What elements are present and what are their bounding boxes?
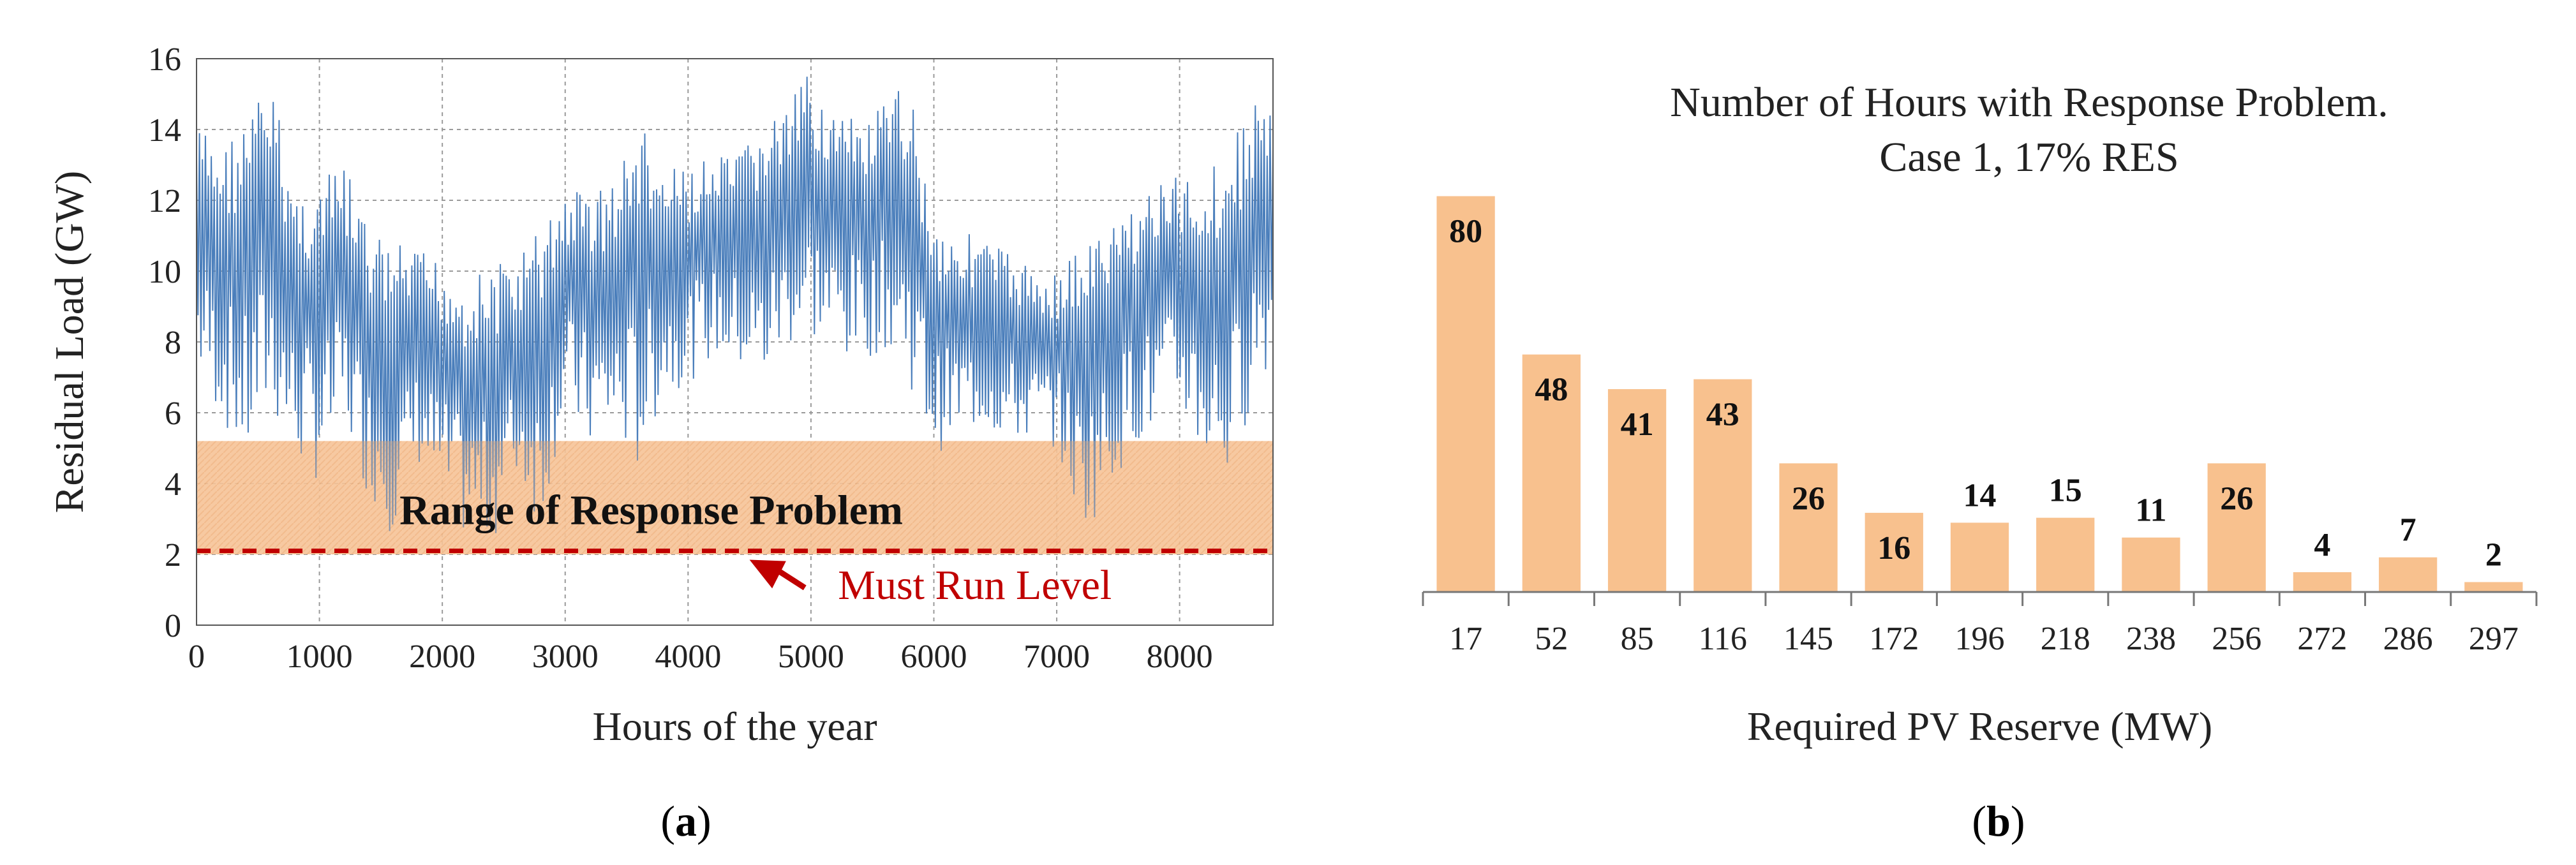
x-tick-label: 116 <box>1699 621 1747 657</box>
x-tick-label: 286 <box>2383 621 2433 657</box>
y-tick-label: 6 <box>165 396 181 432</box>
bar <box>2122 537 2180 592</box>
bar-data-label: 15 <box>2049 473 2082 509</box>
panel-a-plot-frame <box>196 58 1274 626</box>
x-tick-label: 4000 <box>655 639 721 675</box>
panel-b-hours-bar-chart: Number of Hours with Response Problem. C… <box>1422 79 2538 845</box>
y-tick-label: 4 <box>165 466 181 503</box>
must-run-level-label: Must Run Level <box>838 562 1112 609</box>
bar-data-label: 43 <box>1706 396 1739 432</box>
x-tick-label: 85 <box>1621 621 1654 657</box>
bar <box>2036 517 2095 592</box>
panel-b-data-labels: 80 48 41 43 26 16 14 15 11 26 4 7 2 <box>1449 214 2502 573</box>
panel-b-x-tick-marks <box>1422 592 2538 606</box>
bar-data-label: 7 <box>2400 512 2416 549</box>
x-tick-label: 0 <box>188 639 205 675</box>
x-tick-label: 196 <box>1955 621 2005 657</box>
panel-b-caption-letter: b <box>1986 797 2011 845</box>
bar-data-label: 41 <box>1621 406 1654 443</box>
x-tick-label: 297 <box>2469 621 2519 657</box>
x-tick-label: 1000 <box>287 639 353 675</box>
x-tick-label: 8000 <box>1147 639 1213 675</box>
bar <box>1607 389 1667 592</box>
panel-a-x-tick-labels: 0 1000 2000 3000 4000 5000 6000 7000 8000 <box>188 639 1213 675</box>
bar <box>2379 557 2438 592</box>
residual-load-series <box>196 77 1274 533</box>
bar-data-label: 4 <box>2314 527 2330 563</box>
x-tick-label: 172 <box>1869 621 1919 657</box>
x-tick-label: 7000 <box>1024 639 1090 675</box>
bar <box>1865 512 1923 592</box>
x-tick-label: 52 <box>1535 621 1568 657</box>
x-tick-label: 218 <box>2041 621 2090 657</box>
x-tick-label: 238 <box>2126 621 2176 657</box>
bar-data-label: 14 <box>1963 477 1997 514</box>
panel-b-x-tick-labels: 17 52 85 116 145 172 196 218 238 256 272 286 297 <box>1449 621 2519 657</box>
bar <box>1522 354 1581 592</box>
x-tick-label: 6000 <box>900 639 967 675</box>
y-tick-label: 10 <box>148 254 181 290</box>
panel-b-bars <box>1436 196 2523 592</box>
must-run-arrow-icon <box>749 559 807 591</box>
bar <box>2293 572 2352 592</box>
y-tick-label: 8 <box>165 325 181 361</box>
y-tick-label: 0 <box>165 608 181 644</box>
bar <box>1694 379 1752 592</box>
panel-a-caption: (a) <box>660 797 711 845</box>
bar <box>1436 196 1495 592</box>
bar-data-label: 16 <box>1877 530 1910 566</box>
panel-b-title-line-1: Number of Hours with Response Problem. <box>1670 79 2388 126</box>
bar <box>1950 522 2009 592</box>
bar-data-label: 2 <box>2485 536 2502 573</box>
x-tick-label: 256 <box>2212 621 2261 657</box>
bar-data-label: 26 <box>1792 480 1825 517</box>
panel-a-x-axis-label: Hours of the year <box>592 704 877 749</box>
response-problem-label: Range of Response Problem <box>399 487 903 534</box>
y-tick-label: 12 <box>148 183 181 219</box>
bar-data-label: 11 <box>2135 492 2166 529</box>
panel-a-y-tick-labels: 0 2 4 6 8 10 12 14 16 <box>148 41 181 644</box>
x-tick-label: 272 <box>2297 621 2347 657</box>
x-tick-label: 3000 <box>532 639 599 675</box>
panel-b-x-axis-label: Required PV Reserve (MW) <box>1747 704 2212 749</box>
panel-b-title-line-2: Case 1, 17% RES <box>1879 134 2178 181</box>
bar <box>1779 463 1838 592</box>
x-tick-label: 145 <box>1783 621 1833 657</box>
panel-a-caption-letter: a <box>675 797 697 845</box>
y-tick-label: 14 <box>148 112 181 149</box>
panel-b-caption: (b) <box>1972 797 2025 845</box>
y-tick-label: 2 <box>165 537 181 573</box>
y-tick-label: 16 <box>148 41 181 78</box>
bar-data-label: 80 <box>1449 214 1482 250</box>
bar <box>2207 463 2266 592</box>
panel-a-residual-load-chart: Range of Response Problem Must Run Level… <box>47 41 1274 845</box>
x-tick-label: 17 <box>1449 621 1482 657</box>
bar-data-label: 48 <box>1535 372 1568 408</box>
bar <box>2464 582 2523 592</box>
panel-a-y-axis-label: Residual Load (GW) <box>47 171 92 514</box>
bar-data-label: 26 <box>2220 480 2253 517</box>
x-tick-label: 5000 <box>778 639 844 675</box>
response-problem-band-overlay <box>197 441 1273 554</box>
x-tick-label: 2000 <box>409 639 475 675</box>
